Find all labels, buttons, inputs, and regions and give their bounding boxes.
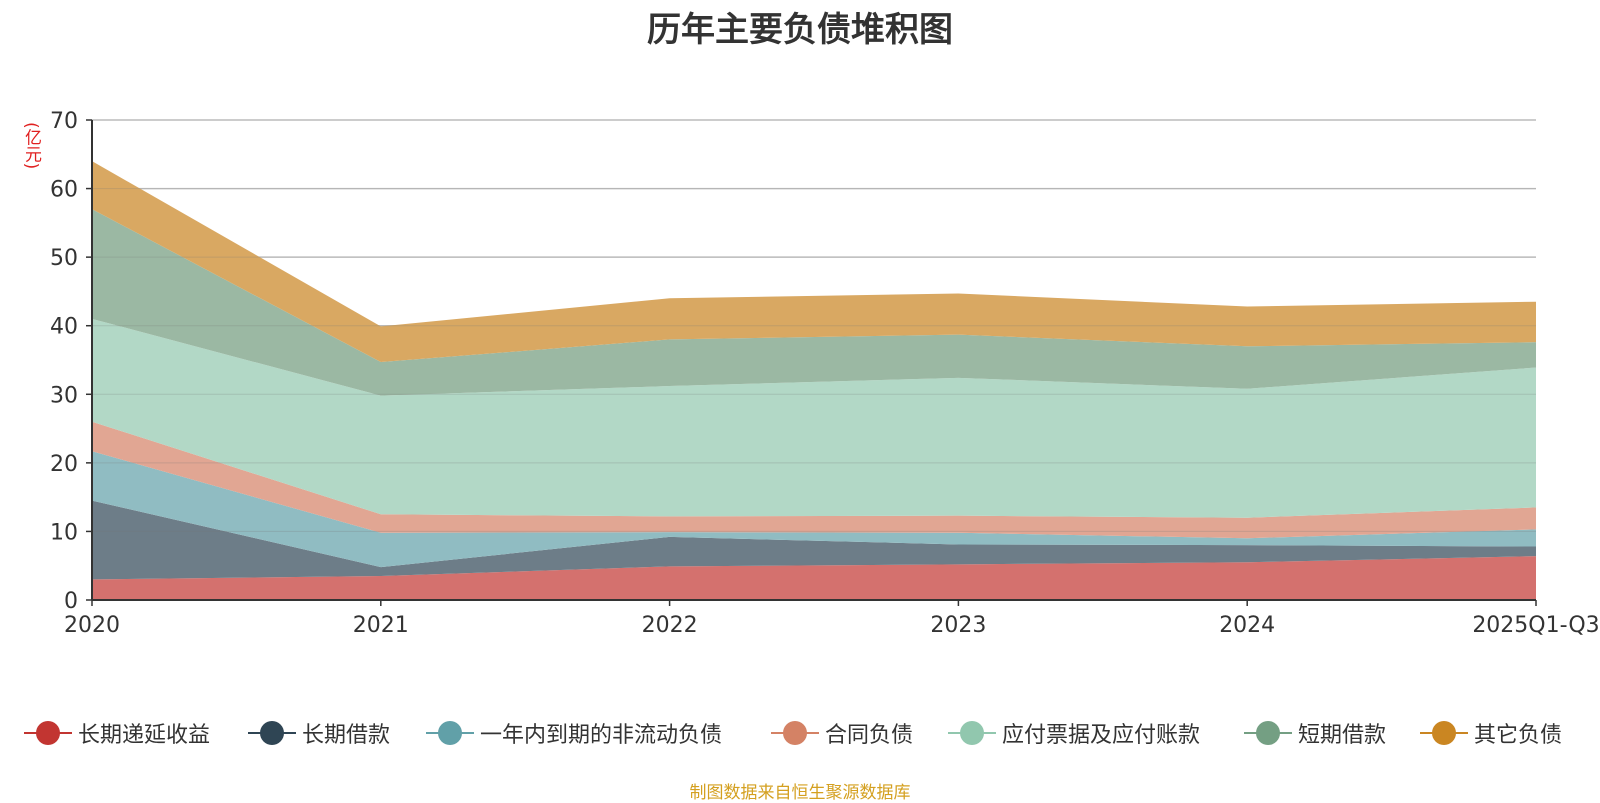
legend-label: 应付票据及应付账款 (1002, 723, 1201, 748)
area-series-3 (92, 451, 1536, 568)
y-tick-label: 60 (50, 178, 78, 203)
axes: 0 10 20 30 40 50 60 70 2020 2021 2022 2023 2024 2025Q… (50, 109, 1600, 638)
chart-title: 历年主要负债堆积图 (647, 10, 953, 50)
x-tick-label: 2025Q1-Q3 (1472, 613, 1599, 638)
legend-label: 合同负债 (825, 723, 914, 748)
legend-marker-icon (426, 716, 474, 750)
legend-marker-icon (771, 716, 819, 750)
x-tick-label: 2021 (353, 613, 409, 638)
legend-item[interactable]: 长期借款 (248, 716, 390, 750)
y-tick-label: 10 (50, 520, 78, 545)
legend-label: 短期借款 (1298, 723, 1387, 748)
legend-item[interactable]: 一年内到期的非流动负债 (426, 716, 722, 750)
legend-item[interactable]: 应付票据及应付账款 (948, 716, 1200, 750)
y-axis-unit-label: (亿元) (21, 122, 41, 170)
area-series-4 (92, 421, 1536, 539)
legend-item[interactable]: 长期递延收益 (24, 716, 210, 750)
x-tick-label: 2020 (64, 613, 120, 638)
legend-label: 其它负债 (1474, 723, 1563, 748)
stacked-areas (92, 119, 1536, 600)
legend-item[interactable]: 合同负债 (771, 716, 913, 750)
y-tick-label: 30 (50, 383, 78, 408)
area-series-7 (92, 161, 1536, 363)
x-tick-label: 2022 (642, 613, 698, 638)
area-series-1 (92, 556, 1536, 600)
y-tick-label: 70 (50, 109, 78, 134)
legend: 长期递延收益 长期借款 一年内到期的非流动负债 合同负债 应付票据及应付账款 短期借款 其它… (0, 716, 1600, 750)
x-tick-label: 2024 (1219, 613, 1275, 638)
source-note: 制图数据来自恒生聚源数据库 (689, 783, 911, 803)
y-tick-label: 50 (50, 246, 78, 271)
legend-label: 长期借款 (302, 723, 391, 748)
legend-marker-icon (948, 716, 996, 750)
area-series-2 (92, 500, 1536, 580)
x-tick-label: 2023 (930, 613, 986, 638)
legend-marker-icon (24, 716, 72, 750)
area-series-5 (92, 318, 1536, 518)
legend-marker-icon (248, 716, 296, 750)
legend-item[interactable]: 短期借款 (1244, 716, 1386, 750)
legend-item[interactable]: 其它负债 (1420, 716, 1562, 750)
area-chart: 0 10 20 30 40 50 60 70 2020 2021 2022 2023 2024 2025Q… (50, 109, 1600, 638)
legend-label: 长期递延收益 (78, 723, 211, 748)
y-tick-label: 40 (50, 315, 78, 340)
legend-marker-icon (1420, 716, 1468, 750)
legend-marker-icon (1244, 716, 1292, 750)
y-tick-label: 0 (64, 589, 78, 614)
y-tick-label: 20 (50, 452, 78, 477)
legend-label: 一年内到期的非流动负债 (480, 723, 723, 748)
area-series-6 (92, 209, 1536, 396)
